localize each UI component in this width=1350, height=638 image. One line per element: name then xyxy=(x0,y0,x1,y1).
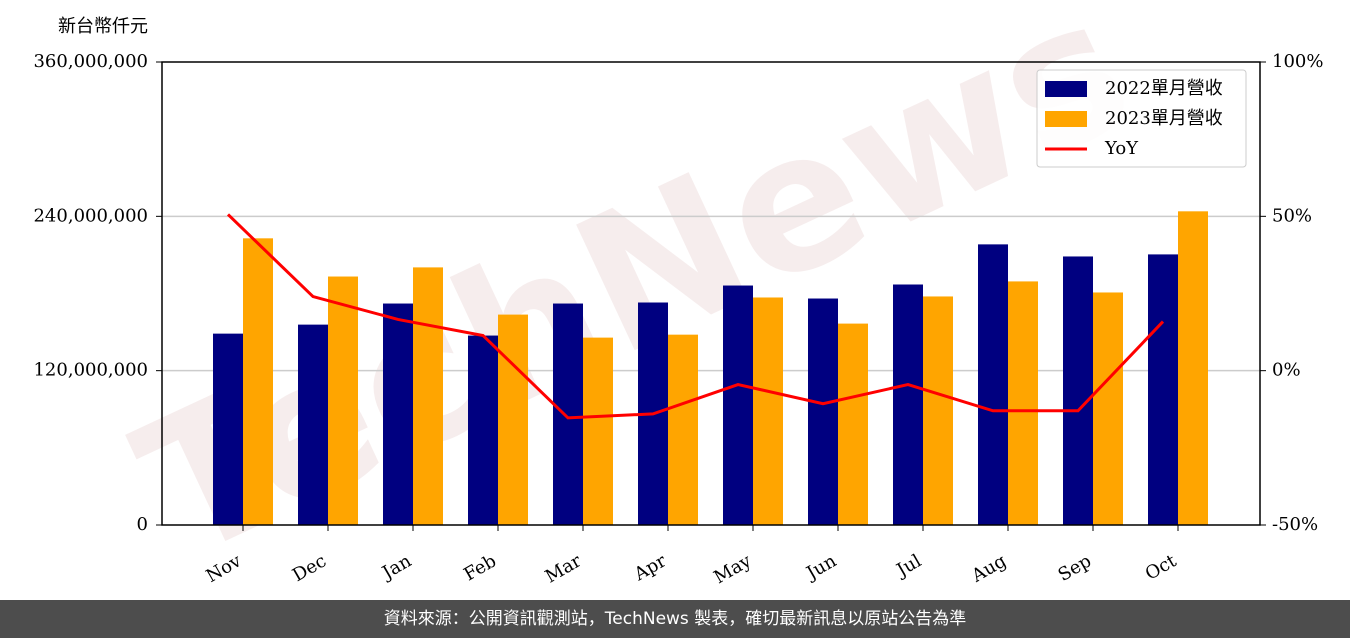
y-axis-label: 新台幣仟元 xyxy=(58,16,148,37)
line xyxy=(226,213,1165,420)
bar xyxy=(498,314,528,525)
x-tick-label: May xyxy=(710,550,755,588)
y2-tick-label: -50% xyxy=(1272,514,1318,535)
bar xyxy=(1093,292,1123,525)
y2-tick-label: 0% xyxy=(1272,360,1301,381)
bar xyxy=(213,333,243,525)
bar xyxy=(413,267,443,525)
x-tick-label: Apr xyxy=(630,550,670,585)
bar xyxy=(583,337,613,525)
bar xyxy=(893,284,923,525)
x-tick-label: Feb xyxy=(460,550,500,585)
legend-swatch xyxy=(1045,81,1087,97)
y-tick-label: 360,000,000 xyxy=(33,51,148,72)
bar xyxy=(298,324,328,525)
bar xyxy=(553,303,583,525)
bar xyxy=(923,296,953,525)
bar xyxy=(838,323,868,525)
chart: 新台幣仟元 TechNews0120,000,000240,000,000360… xyxy=(33,0,1323,602)
bar xyxy=(668,334,698,525)
x-tick-label: Jul xyxy=(891,550,925,582)
x-tick-label: Aug xyxy=(967,550,1010,587)
x-tick-label: Oct xyxy=(1142,550,1181,585)
bar xyxy=(243,238,273,525)
legend-label: YoY xyxy=(1104,138,1139,159)
y2-tick-label: 50% xyxy=(1272,205,1312,226)
bar xyxy=(468,335,498,525)
bar xyxy=(808,298,838,525)
bar xyxy=(1148,254,1178,525)
x-tick-label: Jan xyxy=(377,550,415,584)
bar xyxy=(978,244,1008,526)
legend-label: 2022單月營收 xyxy=(1105,78,1223,99)
y-tick-label: 240,000,000 xyxy=(33,205,148,226)
legend xyxy=(1036,69,1247,168)
legend-swatch xyxy=(1045,111,1087,127)
bar xyxy=(753,297,783,525)
y-tick-label: 120,000,000 xyxy=(33,360,148,381)
bar xyxy=(383,303,413,525)
plot-frame xyxy=(161,61,1261,526)
bar xyxy=(723,285,753,525)
bar xyxy=(1063,256,1093,525)
x-tick-label: Jun xyxy=(801,550,840,585)
bar xyxy=(328,276,358,525)
y2-tick-label: 100% xyxy=(1272,51,1323,72)
x-tick-label: Sep xyxy=(1055,550,1095,585)
bar xyxy=(1008,281,1038,525)
legend-label: 2023單月營收 xyxy=(1105,108,1223,129)
y-tick-label: 0 xyxy=(137,514,148,535)
footer: 資料來源：公開資訊觀測站，TechNews 製表，確切最新訊息以原站公告為準 xyxy=(0,600,1350,638)
x-tick-label: Mar xyxy=(542,550,586,587)
bar xyxy=(1178,211,1208,525)
